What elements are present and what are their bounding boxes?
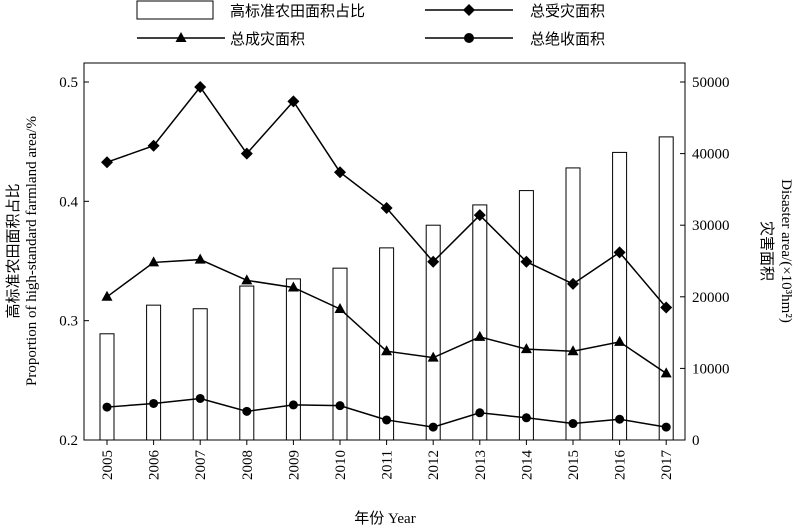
right-tick-label-30000: 30000 — [692, 218, 730, 234]
diamond-marker-2016 — [613, 246, 626, 259]
legend-label-circle: 总绝收面积 — [530, 30, 605, 48]
triangle-marker-2010 — [334, 302, 346, 313]
triangle-marker-2006 — [148, 256, 160, 267]
diamond-marker-2014 — [520, 255, 533, 268]
line-series — [101, 81, 673, 432]
left-axis-title-en: Proportion of high-standard farmland are… — [24, 116, 40, 386]
x-axis-title: 年份 Year — [354, 510, 415, 527]
triangle-marker-2015 — [567, 345, 579, 356]
circle-marker-2017 — [661, 422, 671, 432]
triangle-marker-2007 — [194, 253, 206, 264]
left-tick-label-0.4: 0.4 — [59, 194, 78, 210]
legend-circle-marker — [464, 33, 474, 43]
x-tick-label-2012: 2012 — [426, 450, 442, 480]
right-tick-label-20000: 20000 — [692, 290, 730, 306]
right-tick-label-40000: 40000 — [692, 147, 730, 163]
triangle-marker-2012 — [427, 351, 439, 362]
diamond-marker-2011 — [380, 202, 393, 215]
x-tick-label-2007: 2007 — [193, 450, 209, 481]
axis-ticks: 0.2 0.3 0.4 0.5 0 10000 20000 30000 40000 50000 20… — [59, 75, 729, 480]
triangle-marker-2013 — [474, 330, 486, 341]
circle-marker-2008 — [242, 406, 252, 416]
circle-marker-2009 — [288, 400, 298, 410]
x-tick-label-2013: 2013 — [473, 450, 489, 480]
triangle-marker-2016 — [614, 335, 626, 346]
bar-2015 — [565, 167, 581, 441]
bar-2008 — [239, 285, 255, 441]
diamond-marker-2009 — [287, 95, 300, 108]
right-axis-title-cn: 灾害面积 — [758, 221, 775, 281]
legend-label-bar: 高标准农田面积占比 — [230, 2, 365, 20]
diamond-marker-2007 — [194, 81, 207, 94]
circle-marker-2016 — [615, 414, 625, 424]
x-tick-label-2009: 2009 — [286, 450, 302, 480]
diamond-marker-2013 — [473, 209, 486, 222]
diamond-marker-2012 — [427, 255, 440, 268]
legend-triangle-marker — [175, 32, 187, 42]
x-tick-label-2017: 2017 — [659, 450, 675, 481]
legend-label-triangle: 总成灾面积 — [230, 30, 305, 48]
diamond-marker-2005 — [101, 156, 113, 169]
left-axis-title: 高标准农田面积占比 Proportion of high-standard fa… — [5, 116, 40, 386]
circle-marker-2006 — [149, 398, 159, 408]
x-tick-label-2010: 2010 — [333, 450, 349, 480]
x-tick-label-2016: 2016 — [613, 450, 629, 481]
circle-marker-2012 — [428, 422, 438, 432]
bar-2014 — [518, 190, 534, 441]
left-tick-label-0.5: 0.5 — [59, 75, 78, 91]
x-tick-label-2014: 2014 — [519, 450, 535, 481]
diamond-marker-2008 — [240, 147, 253, 160]
diamond-marker-2010 — [334, 166, 346, 179]
diamond-marker-2015 — [567, 277, 579, 290]
left-axis-title-cn: 高标准农田面积占比 — [5, 183, 22, 318]
bar-2006 — [146, 304, 162, 441]
circle-marker-2005 — [102, 402, 112, 412]
bar-2005 — [99, 333, 115, 441]
bar-2007 — [192, 308, 208, 441]
triangle-marker-2005 — [101, 290, 113, 301]
legend-label-diamond: 总受灾面积 — [530, 2, 605, 20]
x-tick-label-2008: 2008 — [240, 450, 256, 480]
right-tick-label-0: 0 — [692, 433, 700, 449]
right-tick-label-50000: 50000 — [692, 75, 730, 91]
right-axis-title: 灾害面积 Disaster area/(×10³hm²) — [758, 179, 794, 323]
x-tick-label-2006: 2006 — [147, 450, 163, 481]
left-tick-label-0.3: 0.3 — [59, 314, 78, 330]
legend-swatch-bar — [136, 0, 214, 20]
circle-marker-2010 — [335, 401, 345, 411]
triangle-marker-2008 — [241, 274, 253, 285]
bar-2010 — [332, 267, 348, 441]
bar-2011 — [379, 247, 395, 441]
right-tick-label-10000: 10000 — [692, 361, 730, 377]
diamond-marker-2017 — [660, 301, 673, 314]
triangle-marker-2017 — [660, 367, 672, 378]
circle-marker-2013 — [475, 408, 485, 418]
left-tick-label-0.2: 0.2 — [59, 433, 78, 449]
right-axis-title-en: Disaster area/(×10³hm²) — [778, 179, 794, 323]
bar-2017 — [658, 136, 674, 441]
triangle-marker-2011 — [381, 345, 393, 356]
x-tick-label-2005: 2005 — [100, 450, 116, 480]
circle-marker-2014 — [521, 413, 531, 423]
circle-marker-2007 — [195, 393, 205, 403]
bar-series — [99, 136, 674, 441]
x-tick-label-2011: 2011 — [380, 450, 396, 479]
bar-2013 — [472, 204, 488, 441]
triangle-marker-2009 — [287, 281, 299, 292]
circle-marker-2015 — [568, 419, 578, 429]
circle-marker-2011 — [382, 415, 392, 425]
bar-2016 — [612, 151, 628, 441]
legend-diamond-marker — [463, 4, 475, 16]
legend: 高标准农田面积占比 总受灾面积 总成灾面积 总绝收面积 — [136, 0, 605, 48]
x-tick-label-2015: 2015 — [566, 450, 582, 480]
diamond-marker-2006 — [147, 139, 160, 152]
triangle-marker-2014 — [520, 343, 532, 354]
bar-2009 — [285, 278, 301, 441]
